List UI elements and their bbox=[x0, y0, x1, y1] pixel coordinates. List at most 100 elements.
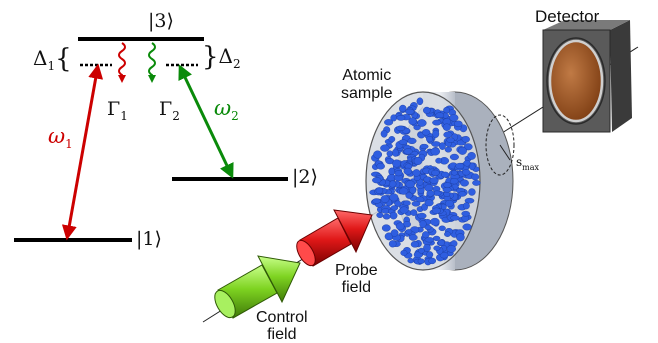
atom bbox=[389, 193, 399, 202]
gamma1-label: Γ1 bbox=[107, 98, 128, 123]
detector-top-face bbox=[543, 20, 630, 30]
omega1-transition-arrow bbox=[61, 63, 104, 241]
atom bbox=[408, 117, 417, 125]
atom bbox=[389, 211, 398, 220]
atom bbox=[405, 180, 415, 189]
atom bbox=[380, 195, 390, 204]
collection-aperture bbox=[485, 114, 515, 176]
atom bbox=[458, 146, 467, 155]
atom bbox=[373, 150, 382, 159]
atom bbox=[384, 119, 394, 126]
atom bbox=[388, 240, 397, 248]
atom bbox=[376, 162, 385, 170]
atom bbox=[455, 162, 465, 170]
atom bbox=[399, 104, 407, 113]
control-beam-head bbox=[257, 255, 301, 304]
atom bbox=[443, 131, 453, 138]
atom bbox=[405, 229, 413, 235]
atom bbox=[412, 169, 421, 177]
atom bbox=[472, 179, 481, 186]
atom bbox=[464, 197, 475, 204]
probe-beam-cap bbox=[296, 239, 316, 267]
atom bbox=[428, 257, 437, 265]
atom bbox=[431, 207, 442, 214]
atom bbox=[413, 124, 421, 131]
atom bbox=[426, 190, 435, 197]
atom bbox=[442, 187, 452, 193]
atom bbox=[372, 177, 382, 184]
atom bbox=[399, 206, 409, 214]
detector bbox=[542, 20, 632, 133]
atom bbox=[388, 180, 397, 188]
atom bbox=[390, 205, 399, 211]
atom bbox=[453, 120, 463, 128]
atom bbox=[429, 177, 439, 184]
atom bbox=[430, 217, 440, 226]
atom bbox=[396, 125, 406, 132]
atom bbox=[462, 202, 470, 210]
atom bbox=[460, 179, 469, 187]
atom bbox=[382, 213, 391, 220]
atom bbox=[467, 151, 476, 160]
atom bbox=[407, 258, 414, 264]
atom bbox=[417, 119, 427, 127]
atom bbox=[450, 215, 460, 221]
detector-side-face bbox=[610, 20, 632, 132]
atom bbox=[405, 192, 413, 199]
omega2-transition-arrow bbox=[178, 64, 234, 179]
gamma2-decay-arrow bbox=[148, 42, 156, 83]
atom bbox=[381, 224, 391, 232]
atom bbox=[424, 199, 434, 207]
atom bbox=[416, 97, 424, 106]
atom bbox=[424, 224, 432, 231]
atom bbox=[396, 115, 406, 121]
atom bbox=[463, 159, 471, 167]
atom bbox=[437, 239, 445, 247]
atom bbox=[408, 234, 418, 241]
atom bbox=[443, 106, 450, 114]
atom bbox=[410, 209, 418, 216]
atom bbox=[461, 135, 470, 143]
atom bbox=[402, 200, 411, 206]
atom bbox=[433, 245, 441, 251]
atom bbox=[405, 108, 415, 115]
atom bbox=[372, 198, 381, 204]
atom bbox=[438, 142, 446, 150]
atom bbox=[380, 144, 390, 152]
atom bbox=[462, 223, 472, 231]
omega1-label: ω1 bbox=[48, 124, 73, 151]
control-field-label: Control field bbox=[256, 309, 308, 343]
atom bbox=[446, 245, 456, 253]
atom bbox=[435, 112, 445, 119]
atomic-sample-label: Atomic sample bbox=[341, 67, 393, 102]
atom bbox=[390, 229, 399, 237]
delta1-label: Δ1{ bbox=[33, 44, 72, 74]
atom bbox=[458, 191, 467, 197]
gamma2-label: Γ2 bbox=[159, 98, 180, 123]
atom bbox=[469, 162, 476, 171]
smax-indicator bbox=[499, 144, 511, 161]
delta2-label: }Δ2 bbox=[202, 42, 241, 72]
probe-beam-head bbox=[333, 209, 373, 254]
atom bbox=[418, 247, 425, 254]
atom bbox=[403, 148, 413, 155]
atom bbox=[419, 143, 429, 150]
atom bbox=[399, 187, 409, 195]
atom bbox=[410, 240, 420, 248]
atom bbox=[380, 129, 388, 138]
atom bbox=[422, 106, 431, 115]
atom bbox=[407, 137, 417, 145]
atom bbox=[388, 136, 396, 143]
atom bbox=[441, 171, 450, 178]
atom bbox=[432, 119, 442, 126]
atom bbox=[417, 258, 425, 264]
experimental-setup bbox=[202, 20, 639, 323]
detector-glass-rim bbox=[546, 37, 606, 125]
atom bbox=[376, 212, 384, 219]
atom-cloud bbox=[369, 97, 481, 266]
atom bbox=[415, 196, 425, 203]
atom bbox=[444, 199, 454, 207]
control-beam bbox=[214, 255, 301, 319]
atom bbox=[430, 147, 440, 156]
